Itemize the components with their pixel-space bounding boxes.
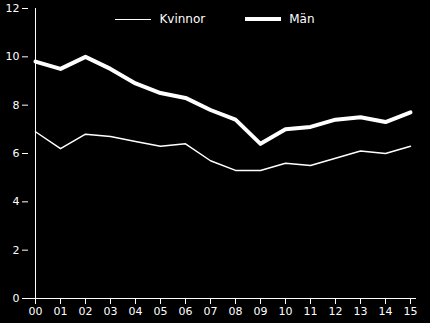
svg-text:09: 09 [254, 305, 268, 318]
svg-text:10: 10 [279, 305, 293, 318]
svg-text:07: 07 [204, 305, 218, 318]
svg-text:0: 0 [13, 292, 20, 305]
svg-text:14: 14 [379, 305, 393, 318]
svg-text:02: 02 [79, 305, 93, 318]
svg-text:00: 00 [29, 305, 43, 318]
svg-text:4: 4 [13, 195, 20, 208]
html-text:Kvinnor: Kvinnor [159, 12, 206, 26]
svg-text:01: 01 [54, 305, 68, 318]
svg-text:11: 11 [304, 305, 318, 318]
svg-text:2: 2 [13, 244, 20, 257]
svg-text:08: 08 [229, 305, 243, 318]
svg-text:12: 12 [6, 2, 20, 15]
svg-text:10: 10 [6, 50, 20, 63]
svg-text:15: 15 [404, 305, 418, 318]
svg-text:13: 13 [354, 305, 368, 318]
svg-text:12: 12 [329, 305, 343, 318]
svg-text:6: 6 [13, 147, 20, 160]
svg-text:04: 04 [129, 305, 143, 318]
svg-text:03: 03 [104, 305, 118, 318]
svg-text:8: 8 [13, 99, 20, 112]
svg-text:06: 06 [179, 305, 193, 318]
svg-text:05: 05 [154, 305, 168, 318]
html-text:Män: Män [289, 12, 315, 26]
